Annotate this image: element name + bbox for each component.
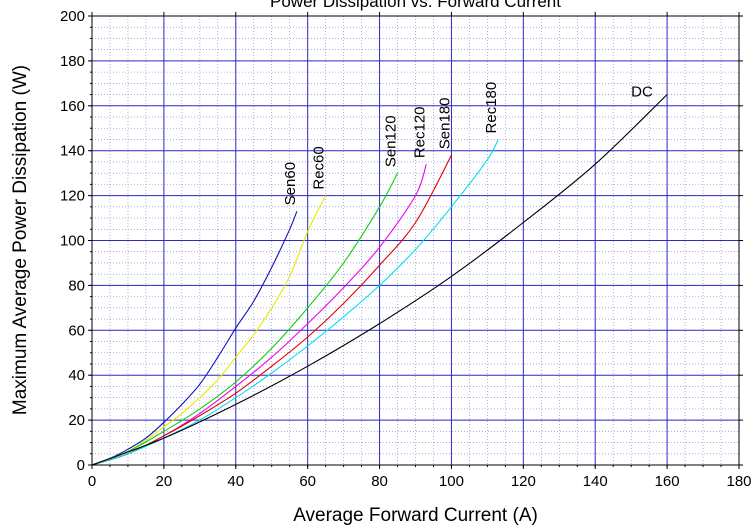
series-label-sen120: Sen120 [383,115,400,167]
series-label-sen180: Sen180 [436,97,453,149]
series-line-sen60 [91,211,298,466]
y-axis-title: Maximum Average Power Dissipation (W) [10,64,31,416]
x-tick-label: 0 [88,473,96,490]
y-tick-label: 20 [68,412,85,429]
x-tick-label: 80 [371,473,388,490]
x-tick-label: 40 [227,473,244,490]
y-tick-label: 60 [68,322,85,339]
series-lines [91,94,668,466]
x-axis-title: Average Forward Current (A) [293,505,538,526]
series-label-rec180: Rec180 [483,82,500,134]
y-tick-label: 160 [60,98,85,115]
y-tick-label: 200 [60,8,85,25]
y-tick-label: 0 [77,457,85,474]
series-label-sen60: Sen60 [282,162,299,205]
axis-tick-labels: 0 20 40 60 80 100 120 140 160 180 0 20 40 60 80 100 120 1… [60,8,752,490]
y-tick-label: 140 [60,143,85,160]
series-line-sen120 [91,172,398,466]
series-line-dc [91,94,668,466]
x-tick-label: 120 [511,473,536,490]
axis-ticks [88,12,743,469]
y-tick-label: 120 [60,188,85,205]
x-tick-label: 180 [726,473,751,490]
x-tick-label: 60 [299,473,316,490]
x-tick-label: 140 [583,473,608,490]
series-labels: Sen60 Rec60 Sen120 Rec120 Sen180 Rec180 DC [282,82,653,206]
series-label-dc: DC [631,84,653,101]
series-label-rec60: Rec60 [311,146,328,189]
series-line-sen180 [91,154,452,466]
chart-title: Power Dissipation vs. Forward Current [270,0,561,11]
y-tick-label: 100 [60,233,85,250]
x-tick-label: 160 [655,473,680,490]
series-label-rec120: Rec120 [411,106,428,158]
y-tick-label: 40 [68,367,85,384]
y-tick-label: 80 [68,277,85,294]
x-tick-label: 20 [156,473,173,490]
y-tick-label: 180 [60,53,85,70]
x-tick-label: 100 [439,473,464,490]
